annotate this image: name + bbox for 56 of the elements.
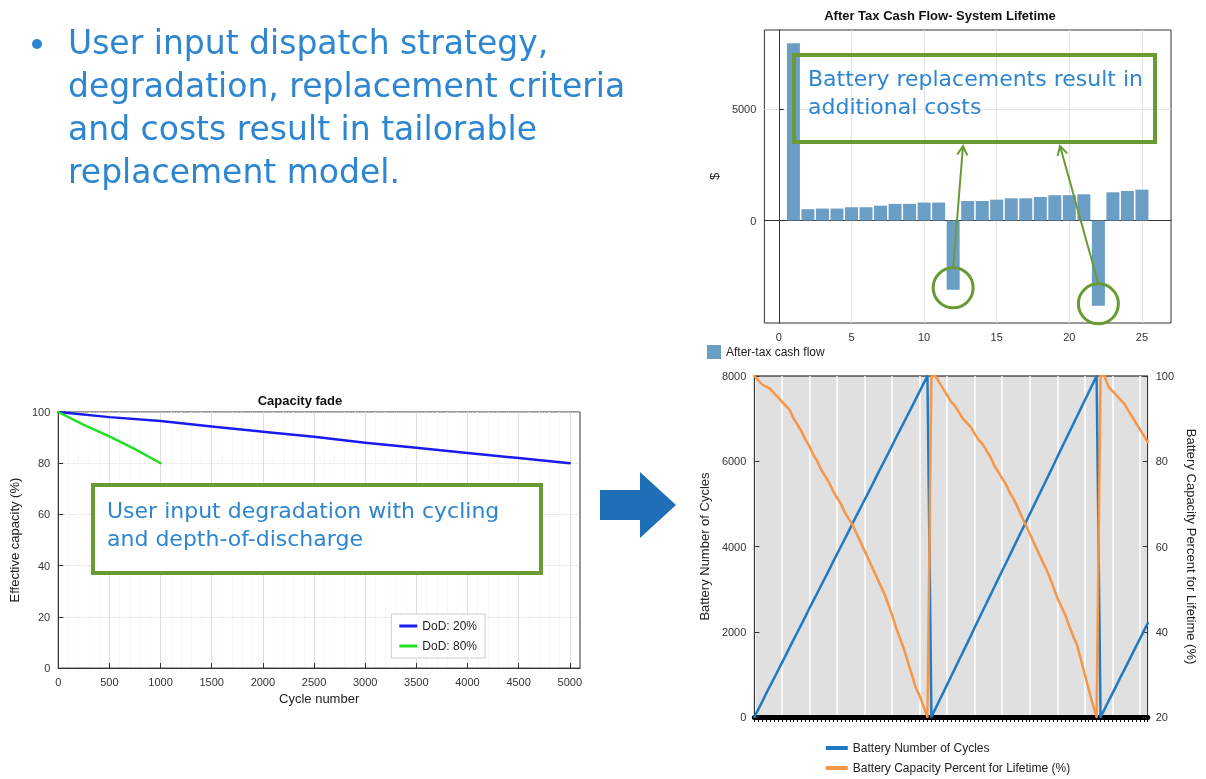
legend-label: After-tax cash flow — [726, 345, 826, 359]
y-tick-label: 4000 — [721, 540, 747, 553]
line-series — [57, 410, 162, 465]
y-tick-label: 0 — [44, 662, 51, 675]
y2-tick-label: 80 — [1155, 455, 1168, 468]
y-tick-label: 2000 — [721, 625, 747, 638]
x-tick-label: 10 — [917, 330, 931, 343]
y2-axis-title: Battery Capacity Percent for Lifetime (%) — [1184, 428, 1199, 665]
line-series — [753, 374, 1149, 719]
x-axis-title: Cycle number — [279, 691, 360, 706]
y-axis-title: Effective capacity (%) — [7, 477, 22, 603]
x-tick-label: 500 — [100, 675, 119, 688]
y-tick-label: 40 — [38, 559, 51, 572]
annotation: Battery replacements result in additional costs — [792, 53, 1157, 144]
bar — [1106, 192, 1120, 221]
x-tick-label: 1500 — [199, 675, 224, 688]
y-axis-title: Battery Number of Cycles — [697, 471, 712, 621]
y-tick-label: 0 — [740, 711, 747, 723]
chart-title: After Tax Cash Flow- System Lifetime — [824, 8, 1056, 23]
y-axis-title: $ — [707, 172, 722, 181]
legend-label: DoD: 80% — [422, 639, 478, 653]
bar — [845, 207, 859, 221]
x-tick-label: 25 — [1135, 330, 1149, 343]
line-series — [57, 410, 572, 465]
bar — [961, 200, 975, 221]
x-tick-label: 2000 — [250, 675, 276, 688]
y-tick-label: 6000 — [721, 455, 747, 468]
x-tick-label: 1000 — [148, 675, 173, 688]
x-tick-label: 4500 — [506, 675, 531, 688]
bar — [1091, 220, 1105, 306]
x-tick-label: 3000 — [352, 675, 378, 688]
y-tick-label: 20 — [38, 610, 51, 623]
y-tick-label: 100 — [31, 406, 51, 418]
x-tick-label: 5 — [848, 330, 855, 343]
y-tick-label: 80 — [38, 457, 51, 470]
annotation: User input degradation with cycling and depth-of-discharge — [91, 483, 543, 575]
x-tick-label: 20 — [1063, 330, 1076, 343]
legend-label: DoD: 20% — [422, 619, 478, 633]
x-tick-label: 3500 — [404, 675, 429, 688]
x-tick-label: 0 — [55, 675, 62, 688]
y2-tick-label: 40 — [1155, 625, 1168, 638]
y-tick-label: 60 — [38, 508, 51, 521]
y2-tick-label: 60 — [1155, 540, 1168, 553]
legend-label: Battery Capacity Percent for Lifetime (%) — [852, 761, 1071, 775]
text: User input dispatch strategy, degradation, replacement criteria and costs result in tailorable replacement model. — [68, 23, 626, 191]
x-tick-label: 2500 — [301, 675, 327, 688]
y-tick-label: 8000 — [721, 370, 747, 382]
x-tick-label: 15 — [990, 330, 1003, 343]
y-tick-label: 5000 — [731, 103, 757, 116]
x-tick-label: 0 — [775, 330, 782, 343]
y2-tick-label: 100 — [1155, 370, 1175, 382]
chart-title: Capacity fade — [257, 393, 343, 408]
x-tick-label: 4000 — [455, 675, 480, 688]
legend-label: Battery Number of Cycles — [852, 741, 990, 755]
x-tick-label: 5000 — [557, 675, 583, 688]
y2-tick-label: 20 — [1155, 711, 1168, 723]
